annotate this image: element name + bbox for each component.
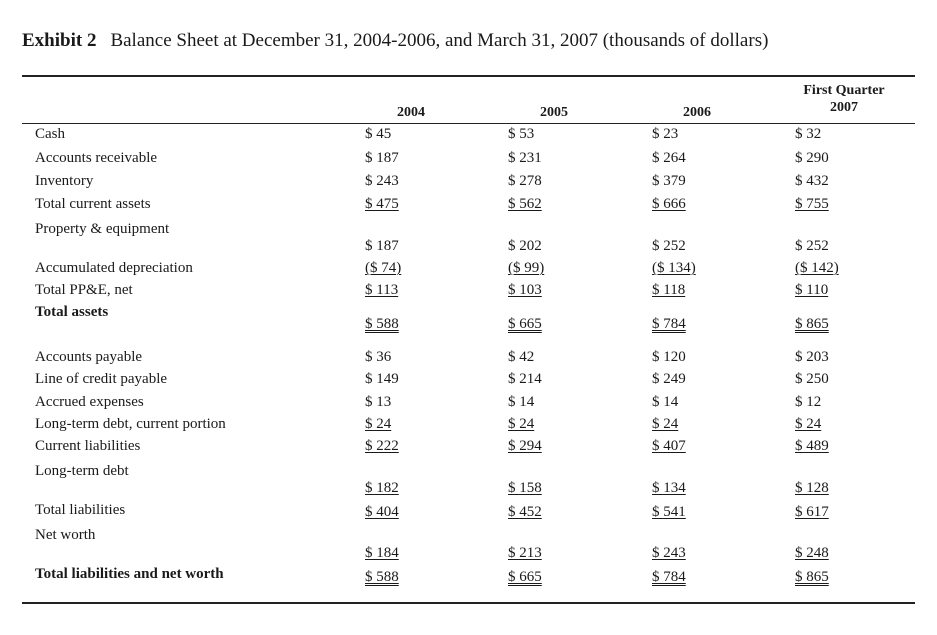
cell-total-liabilities-and-net-worth-3: $ 865 [795, 569, 829, 585]
cell-accrued-expenses-0: $ 13 [365, 394, 392, 410]
row-label-total-liabilities-and-net-worth: Total liabilities and net worth [35, 566, 224, 582]
row-label-accounts-payable: Accounts payable [35, 349, 143, 365]
cell-accounts-payable-1: $ 42 [508, 349, 535, 365]
cell-accumulated-depreciation-3: ($ 142) [795, 260, 839, 276]
cell-total-assets-3: $ 865 [795, 316, 829, 332]
column-header-2005: 2005 [540, 105, 568, 120]
cell-inventory-2: $ 379 [652, 173, 686, 189]
cell-accumulated-depreciation-2: ($ 134) [652, 260, 696, 276]
cell-accounts-receivable-1: $ 231 [508, 150, 542, 166]
row-label-accounts-receivable: Accounts receivable [35, 150, 158, 166]
row-label-total-liabilities: Total liabilities [35, 502, 126, 518]
cell-long-term-debt-current-portion-0: $ 24 [365, 416, 392, 432]
cell-accumulated-depreciation-0: ($ 74) [365, 260, 402, 276]
cell-long-term-debt-current-portion-2: $ 24 [652, 416, 679, 432]
exhibit-caption: Balance Sheet at December 31, 2004-2006,… [110, 30, 769, 51]
cell-accounts-payable-2: $ 120 [652, 349, 686, 365]
row-label-accumulated-depreciation: Accumulated depreciation [35, 260, 193, 276]
cell-cash-3: $ 32 [795, 126, 822, 142]
cell-long-term-debt-0: $ 182 [365, 480, 399, 496]
cell-cash-2: $ 23 [652, 126, 679, 142]
cell-current-liabilities-1: $ 294 [508, 438, 542, 454]
cell-property-equipment-2: $ 252 [652, 238, 686, 254]
cell-long-term-debt-current-portion-3: $ 24 [795, 416, 822, 432]
row-label-total-current-assets: Total current assets [35, 196, 151, 212]
row-label-accrued-expenses: Accrued expenses [35, 394, 144, 410]
row-label-cash: Cash [35, 126, 65, 142]
cell-accounts-receivable-3: $ 290 [795, 150, 829, 166]
cell-long-term-debt-2: $ 134 [652, 480, 686, 496]
cell-total-assets-1: $ 665 [508, 316, 542, 332]
cell-total-liabilities-and-net-worth-0: $ 588 [365, 569, 399, 585]
cell-line-of-credit-payable-1: $ 214 [508, 371, 542, 387]
cell-total-current-assets-0: $ 475 [365, 196, 399, 212]
cell-inventory-3: $ 432 [795, 173, 829, 189]
cell-total-current-assets-3: $ 755 [795, 196, 829, 212]
table-top-rule [22, 75, 915, 77]
row-label-inventory: Inventory [35, 173, 94, 189]
cell-property-equipment-3: $ 252 [795, 238, 829, 254]
row-label-net-worth: Net worth [35, 527, 96, 543]
cell-total-assets-2: $ 784 [652, 316, 686, 332]
row-label-long-term-debt-current-portion: Long-term debt, current portion [35, 416, 226, 432]
row-label-total-assets: Total assets [35, 304, 109, 320]
cell-cash-1: $ 53 [508, 126, 535, 142]
cell-total-liabilities-2: $ 541 [652, 504, 686, 520]
exhibit-title: Exhibit 2 Balance Sheet at December 31, 2… [22, 30, 768, 52]
cell-net-worth-1: $ 213 [508, 545, 542, 561]
cell-total-liabilities-1: $ 452 [508, 504, 542, 520]
row-label-total-pp-e-net: Total PP&E, net [35, 282, 133, 298]
cell-accrued-expenses-1: $ 14 [508, 394, 535, 410]
cell-cash-0: $ 45 [365, 126, 392, 142]
row-label-current-liabilities: Current liabilities [35, 438, 141, 454]
cell-total-pp-e-net-3: $ 110 [795, 282, 829, 298]
cell-total-liabilities-and-net-worth-2: $ 784 [652, 569, 686, 585]
table-bottom-rule [22, 602, 915, 604]
cell-total-liabilities-0: $ 404 [365, 504, 399, 520]
cell-net-worth-0: $ 184 [365, 545, 399, 561]
cell-net-worth-2: $ 243 [652, 545, 686, 561]
cell-total-pp-e-net-2: $ 118 [652, 282, 686, 298]
cell-total-liabilities-3: $ 617 [795, 504, 829, 520]
cell-accumulated-depreciation-1: ($ 99) [508, 260, 545, 276]
cell-total-current-assets-2: $ 666 [652, 196, 686, 212]
cell-total-pp-e-net-0: $ 113 [365, 282, 399, 298]
column-header-first-quarter-year: 2007 [830, 100, 858, 115]
cell-inventory-1: $ 278 [508, 173, 542, 189]
cell-current-liabilities-2: $ 407 [652, 438, 686, 454]
cell-line-of-credit-payable-2: $ 249 [652, 371, 686, 387]
column-header-first-quarter-label: First Quarter [803, 83, 885, 98]
cell-accounts-receivable-0: $ 187 [365, 150, 399, 166]
cell-line-of-credit-payable-0: $ 149 [365, 371, 399, 387]
cell-property-equipment-0: $ 187 [365, 238, 399, 254]
cell-accrued-expenses-3: $ 12 [795, 394, 822, 410]
cell-total-assets-0: $ 588 [365, 316, 399, 332]
cell-accounts-payable-3: $ 203 [795, 349, 829, 365]
cell-line-of-credit-payable-3: $ 250 [795, 371, 829, 387]
cell-property-equipment-1: $ 202 [508, 238, 542, 254]
cell-current-liabilities-0: $ 222 [365, 438, 399, 454]
column-header-2006: 2006 [683, 105, 711, 120]
table-header-rule [22, 123, 915, 124]
row-label-long-term-debt: Long-term debt [35, 463, 129, 479]
cell-accrued-expenses-2: $ 14 [652, 394, 679, 410]
cell-inventory-0: $ 243 [365, 173, 399, 189]
cell-total-liabilities-and-net-worth-1: $ 665 [508, 569, 542, 585]
cell-accounts-receivable-2: $ 264 [652, 150, 686, 166]
column-header-first-quarter: First Quarter 2007 [784, 82, 904, 116]
column-header-2004: 2004 [397, 105, 425, 120]
cell-long-term-debt-1: $ 158 [508, 480, 542, 496]
exhibit-number: Exhibit 2 [22, 30, 97, 51]
row-label-property-equipment: Property & equipment [35, 221, 170, 237]
cell-total-current-assets-1: $ 562 [508, 196, 542, 212]
cell-accounts-payable-0: $ 36 [365, 349, 392, 365]
row-label-line-of-credit-payable: Line of credit payable [35, 371, 168, 387]
cell-long-term-debt-3: $ 128 [795, 480, 829, 496]
cell-total-pp-e-net-1: $ 103 [508, 282, 542, 298]
cell-net-worth-3: $ 248 [795, 545, 829, 561]
cell-current-liabilities-3: $ 489 [795, 438, 829, 454]
cell-long-term-debt-current-portion-1: $ 24 [508, 416, 535, 432]
